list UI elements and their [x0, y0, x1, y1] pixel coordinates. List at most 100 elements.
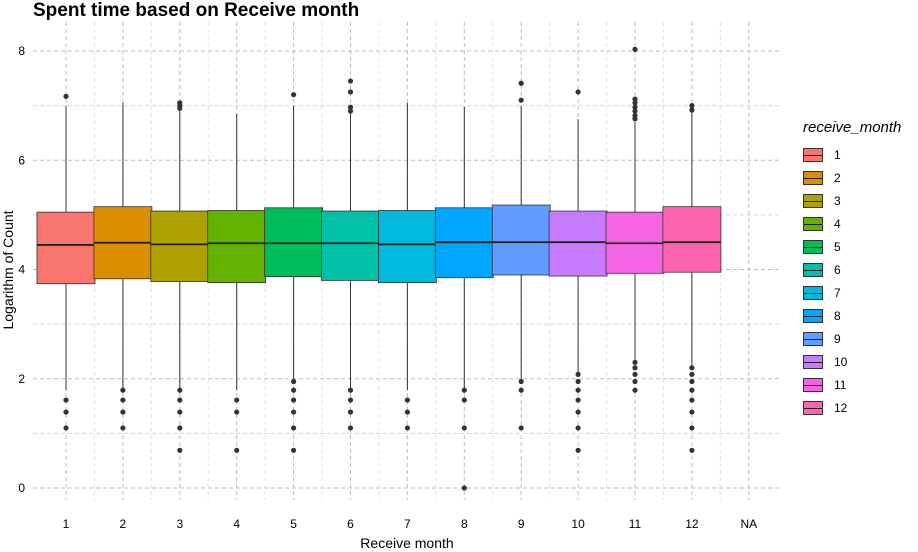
outlier-point — [689, 387, 695, 393]
outlier-point — [347, 89, 354, 95]
outlier-point — [177, 387, 183, 393]
legend-key-swatch — [803, 286, 823, 300]
box-10 — [548, 89, 608, 453]
x-tick-label: 10 — [571, 517, 585, 531]
box-body — [207, 210, 267, 284]
legend-key-swatch — [803, 355, 823, 369]
x-tick-label: 6 — [347, 517, 354, 531]
outlier-point — [575, 387, 581, 393]
legend-key-swatch — [803, 332, 823, 346]
legend-label: 2 — [834, 171, 841, 185]
y-axis-label: Logarithm of Count — [0, 210, 16, 329]
legend-key-swatch — [803, 194, 823, 208]
outlier-point — [347, 78, 354, 84]
legend-key-swatch — [803, 401, 823, 415]
outlier-point — [575, 371, 581, 377]
x-tick-label: 8 — [461, 517, 468, 531]
outlier-point — [518, 387, 524, 393]
outlier-point — [291, 447, 297, 453]
legend-key-swatch — [803, 148, 823, 162]
legend-label: 10 — [834, 355, 848, 369]
outlier-point — [518, 425, 524, 431]
outlier-point — [177, 397, 183, 403]
outlier-point — [689, 103, 695, 109]
outlier-point — [689, 397, 695, 403]
outlier-point — [575, 447, 581, 453]
legend-item-7: 7 — [803, 282, 841, 304]
outlier-point — [632, 365, 638, 371]
outlier-point — [404, 397, 410, 403]
outlier-point — [632, 378, 638, 385]
legend-item-9: 9 — [803, 328, 841, 350]
outlier-point — [518, 97, 524, 103]
outlier-point — [177, 447, 183, 453]
outlier-point — [632, 96, 638, 102]
legend-label: 7 — [834, 286, 841, 300]
outlier-point — [291, 397, 297, 403]
outlier-point — [575, 425, 581, 431]
legend-label: 1 — [834, 148, 841, 162]
legend-label: 4 — [834, 217, 841, 231]
legend-label: 12 — [834, 401, 848, 415]
y-tick-label: 6 — [18, 153, 25, 167]
x-tick-label: 9 — [518, 517, 525, 531]
box-6 — [321, 78, 380, 431]
outlier-point — [404, 425, 410, 431]
boxplot-series — [36, 46, 722, 491]
x-tick-label: 7 — [404, 517, 411, 531]
outlier-point — [63, 409, 69, 415]
box-body — [264, 207, 324, 278]
x-axis-label: Receive month — [360, 535, 453, 551]
outlier-point — [347, 108, 354, 114]
box-3 — [150, 100, 210, 453]
legend-key-swatch — [803, 378, 823, 392]
outlier-point — [689, 371, 695, 377]
outlier-point — [291, 387, 297, 393]
outlier-point — [120, 387, 126, 393]
legend-item-3: 3 — [803, 190, 841, 212]
outlier-point — [461, 485, 467, 491]
legend-item-4: 4 — [803, 213, 841, 235]
outlier-point — [689, 107, 695, 113]
outlier-point — [234, 447, 240, 453]
outlier-point — [404, 409, 410, 415]
legend-item-10: 10 — [803, 351, 847, 373]
y-tick-label: 0 — [18, 481, 25, 495]
outlier-point — [461, 387, 467, 393]
outlier-point — [347, 104, 354, 110]
outlier-point — [632, 104, 638, 110]
box-7 — [377, 102, 437, 431]
outlier-point — [291, 409, 297, 415]
box-body — [321, 210, 380, 281]
legend-label: 3 — [834, 194, 841, 208]
outlier-point — [575, 397, 581, 403]
legend-item-6: 6 — [803, 259, 841, 281]
outlier-point — [63, 425, 69, 431]
outlier-point — [291, 425, 297, 431]
outlier-point — [291, 92, 297, 98]
x-tick-label: 12 — [685, 517, 699, 531]
outlier-point — [632, 100, 638, 106]
box-body — [377, 210, 437, 284]
legend-label: 8 — [834, 309, 841, 323]
x-tick-label: 3 — [176, 517, 183, 531]
outlier-point — [120, 409, 126, 415]
outlier-point — [177, 425, 183, 431]
box-4 — [207, 113, 267, 453]
outlier-point — [689, 447, 695, 453]
x-tick-label: 11 — [629, 517, 642, 531]
legend-key-swatch — [803, 240, 823, 254]
outlier-point — [291, 378, 297, 385]
y-tick-label: 8 — [18, 44, 25, 58]
outlier-point — [347, 409, 354, 415]
outlier-point — [632, 359, 638, 365]
outlier-point — [632, 46, 638, 52]
outlier-point — [518, 80, 524, 86]
box-body — [548, 210, 608, 277]
outlier-point — [689, 409, 695, 415]
outlier-point — [575, 409, 581, 415]
outlier-point — [689, 425, 695, 431]
legend-item-8: 8 — [803, 305, 841, 327]
outlier-point — [518, 378, 524, 385]
legend-label: 11 — [834, 378, 847, 392]
